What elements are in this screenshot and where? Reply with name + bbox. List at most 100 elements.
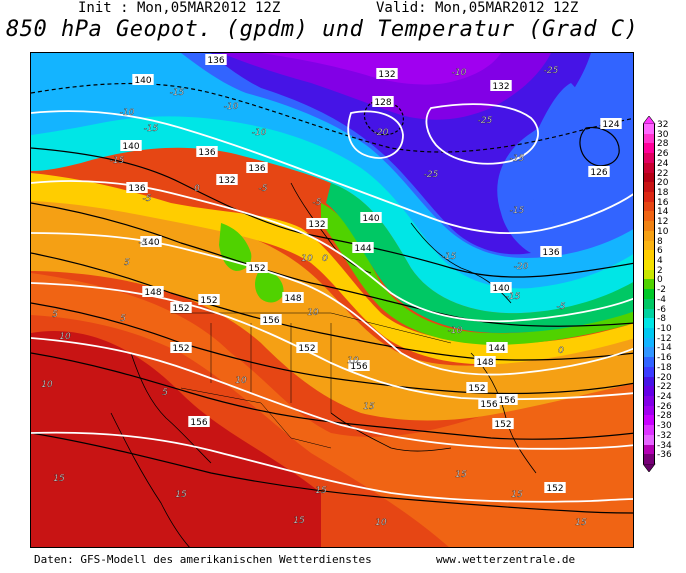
geopotential-label-bg [170,302,192,313]
legend-level: -4 [643,295,683,309]
legend-level: -24 [643,392,683,406]
temperature-label: -15 [110,156,125,166]
temperature-label: 15 [175,490,187,500]
geopotential-label-bg [588,166,610,177]
geopotential-label: 152 [200,296,217,306]
legend-level: 30 [643,130,683,144]
temperature-legend: 32 30 28 26 24 22 20 18 16 14 12 10 8 6 4 2 0 -2 -4 -6 -8 -10… [643,116,683,472]
legend-swatch [643,250,655,260]
geopotential-label: 156 [350,362,367,372]
coastline-gulf [330,412,452,452]
legend-label: -4 [657,294,666,305]
legend-swatch [643,230,655,241]
temperature-label: 10 [307,308,319,318]
geopotential-label: 136 [128,184,145,194]
legend-swatch [643,318,655,328]
coastline-east [470,352,537,474]
temperature-band-14 [31,273,633,547]
geopotential-label-bg [376,68,398,79]
legend-level: -30 [643,421,683,435]
temperature-label: -15 [510,206,525,216]
legend-swatch [643,376,655,387]
legend-swatch [643,337,655,348]
geopotential-label: 140 [142,238,159,248]
temperature-label: 15 [575,518,587,528]
legend-label: -28 [657,411,672,422]
temperature-label: -20 [514,262,529,272]
legend-swatch [643,153,655,163]
temperature-label: 10 [301,254,313,264]
legend-level: -18 [643,363,683,377]
legend-level: -34 [643,441,683,455]
legend-level: 16 [643,198,683,212]
temperature-label: -15 [506,292,521,302]
geopotential-label: 132 [492,82,509,92]
temperature-label: -10 [252,128,267,138]
temperature-label: 10 [235,376,247,386]
geopotential-label: 152 [468,384,485,394]
temperature-label: -5 [139,238,148,248]
temperature-label: -5 [313,198,322,208]
geopotential-label: 136 [248,164,265,174]
geopotential-label-bg [496,394,518,405]
legend-label: 30 [657,129,669,140]
geopotential-label-bg [540,246,562,257]
legend-swatch [643,133,655,144]
legend-swatch [643,201,655,212]
temperature-label: 15 [455,470,467,480]
legend-level: 8 [643,237,683,251]
legend-arrow-top [643,116,656,125]
geopotential-label-bg [282,292,304,303]
legend-level: 22 [643,169,683,183]
geopotential-label: 128 [374,98,391,108]
legend-label: -36 [657,450,672,461]
legend-label: -6 [657,304,666,315]
temperature-label: -5 [557,302,566,312]
legend-label: -22 [657,382,672,393]
legend-label: -18 [657,362,672,373]
legend-swatch [643,444,655,455]
legend-label: 14 [657,207,669,218]
border-canada-usa [171,312,452,344]
temperature-label: -15 [144,124,159,134]
temperature-band-neg16-east [526,83,613,219]
legend-label: 22 [657,168,669,179]
legend-level: 28 [643,139,683,154]
geopotential-contour-144 [31,252,633,361]
legend-level: 0 [643,275,683,290]
legend-swatch [643,347,655,358]
geopotential-label: 140 [134,76,151,86]
legend-swatch [643,425,655,435]
legend-label: 28 [657,139,669,150]
geopotential-label-bg [198,294,220,305]
temperature-band-8 [31,193,633,421]
legend-swatch [643,192,655,202]
legend-level: 14 [643,207,683,222]
geopotential-label-bg [600,118,622,129]
legend-label: 0 [657,275,663,286]
geopotential-label-bg [296,342,318,353]
legend-label: 2 [657,265,663,276]
temperature-label: 15 [511,490,523,500]
geopotential-label-bg [205,54,227,65]
temperature-label: 10 [59,332,71,342]
legend-level: -8 [643,314,683,328]
temperature-label: 10 [347,356,359,366]
temperature-label: 5 [162,388,168,398]
geopotential-label: 156 [480,400,497,410]
legend-level: 32 [643,120,683,134]
geopotential-label: 140 [492,284,509,294]
political-borders [171,312,452,449]
temperature-label: 5 [120,314,126,324]
weather-map: 136 140 132 128 132 124 126 140 136 136 132 140 136 1… [30,52,634,548]
legend-swatch [643,182,655,192]
legend-level: -28 [643,411,683,426]
legend-swatch [643,386,655,396]
temperature-band-0 [321,203,633,345]
temperature-contour-neg10 [31,110,633,235]
geopotential-label: 156 [498,396,515,406]
legend-swatch [643,454,655,464]
temperature-label: 5 [124,258,130,268]
temperature-label: 0 [558,346,564,356]
legend-swatch [643,143,655,154]
